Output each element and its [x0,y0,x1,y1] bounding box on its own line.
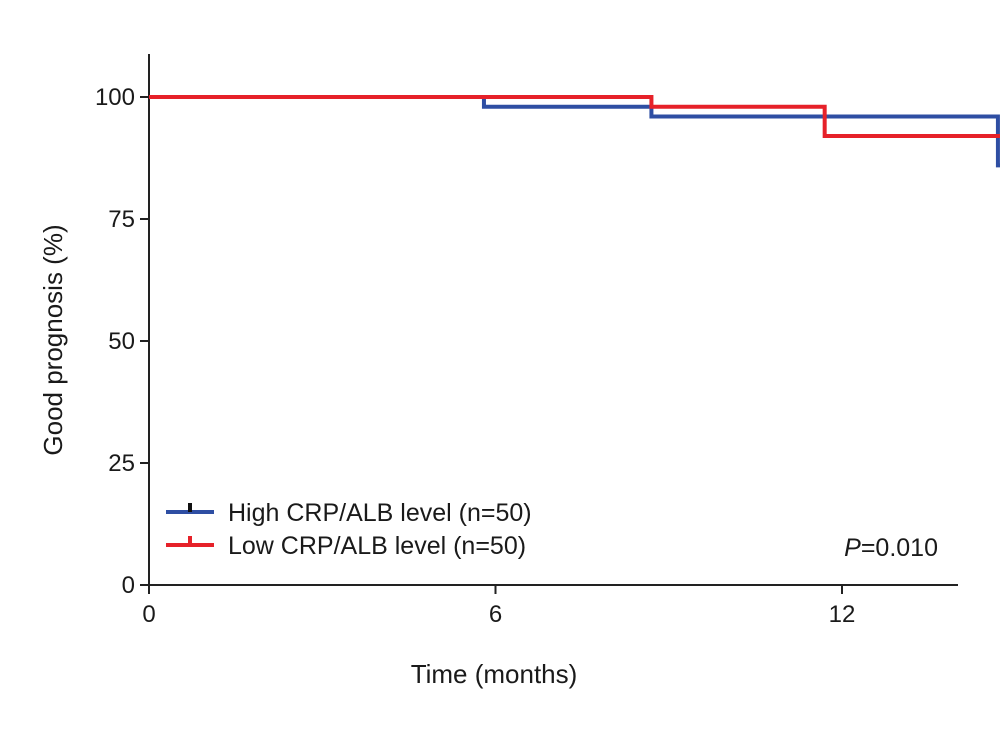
p-value-number: =0.010 [861,534,938,562]
legend-item-low: Low CRP/ALB level (n=50) [166,532,526,560]
axes: 025507510006121824 [95,54,958,628]
y-tick-label-100: 100 [95,84,135,111]
series-line-1 [149,95,1000,139]
p-value-annotation: P=0.010 [844,534,938,562]
series-line-0 [149,95,1000,168]
y-tick-label-25: 25 [108,450,135,477]
y-axis-title: Good prognosis (%) [38,224,68,455]
y-tick-label-0: 0 [122,572,135,599]
x-axis-title: Time (months) [411,659,578,689]
p-value-letter: P [844,534,861,562]
series-layer [149,95,1000,168]
legend-item-high: High CRP/ALB level (n=50) [166,499,532,527]
legend: High CRP/ALB level (n=50) Low CRP/ALB le… [166,499,532,560]
y-tick-label-75: 75 [108,206,135,233]
x-tick-label-0: 0 [142,601,155,628]
legend-label-high: High CRP/ALB level (n=50) [228,499,532,527]
x-tick-label-6: 6 [489,601,502,628]
x-tick-label-12: 12 [829,601,856,628]
y-tick-label-50: 50 [108,328,135,355]
legend-label-low: Low CRP/ALB level (n=50) [228,532,526,560]
